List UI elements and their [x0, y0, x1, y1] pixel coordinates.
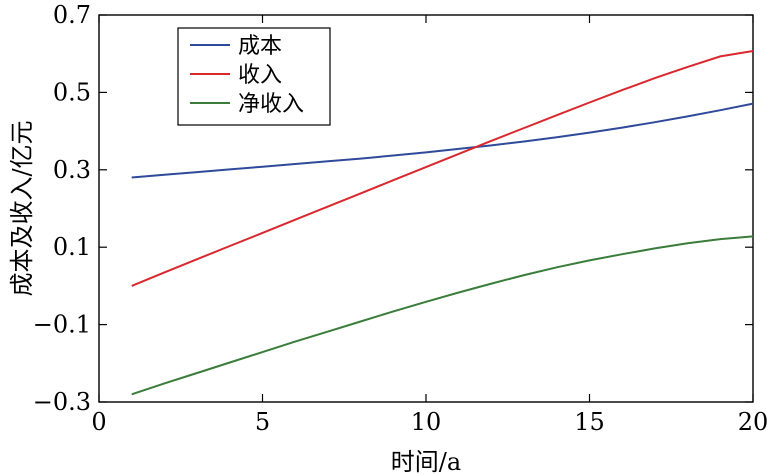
- x-tick-label: 5: [255, 408, 270, 436]
- axes: 0 5 10 15 20 −0.3 −0.1 0.1 0.3 0.5 0.7: [33, 1, 769, 436]
- series-line-净收入: [131, 235, 754, 396]
- series-lines: [131, 50, 754, 396]
- x-axis-title: 时间/a: [391, 448, 461, 474]
- y-tick-label: 0.1: [53, 233, 91, 261]
- y-tick-label: 0.3: [53, 156, 91, 184]
- x-tick-label: 20: [738, 408, 769, 436]
- y-axis-title: 成本及收入/亿元: [8, 120, 36, 296]
- y-tick-label: 0.7: [53, 1, 91, 29]
- legend-label: 净收入: [238, 92, 304, 117]
- series-line-成本: [131, 102, 754, 179]
- y-tick-label: −0.1: [33, 311, 91, 339]
- series-line-收入: [131, 50, 754, 287]
- y-tick-label: 0.5: [53, 78, 91, 106]
- legend-label: 成本: [238, 34, 282, 59]
- x-tick-label: 15: [574, 408, 605, 436]
- y-tick-label: −0.3: [33, 388, 91, 416]
- x-tick-label: 10: [411, 408, 442, 436]
- x-tick-label: 0: [91, 408, 106, 436]
- legend-label: 收入: [238, 63, 282, 88]
